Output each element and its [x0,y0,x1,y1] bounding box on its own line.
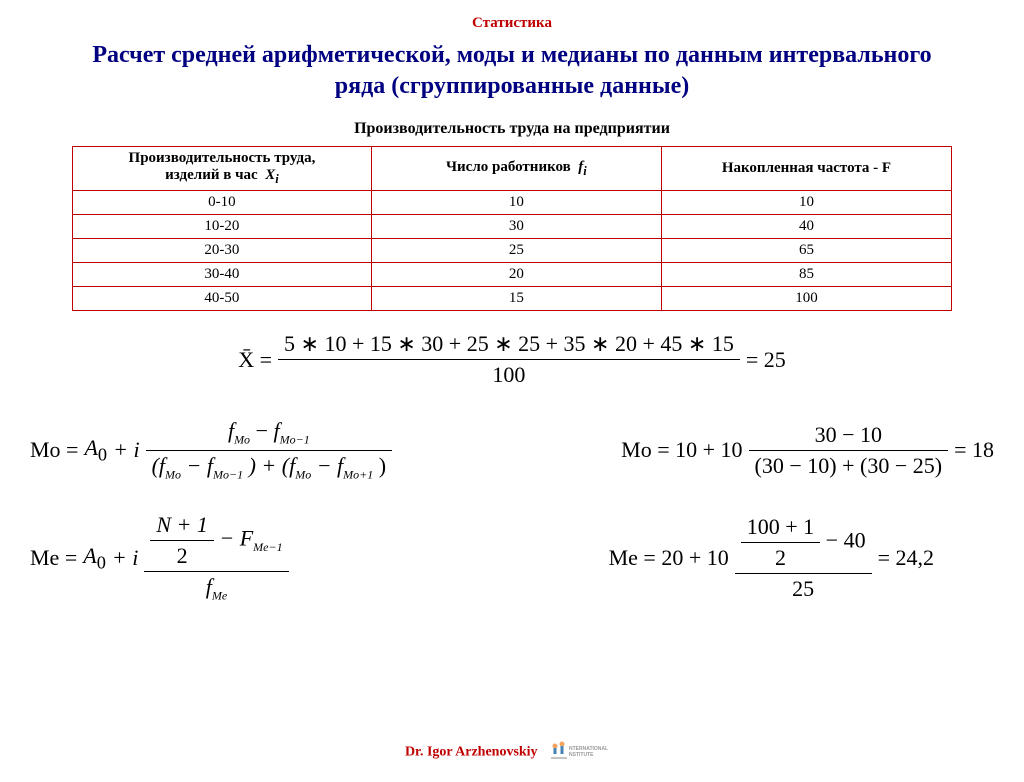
mode-zero: 0 [98,444,107,464]
t: − F [219,526,253,551]
t: 2 [741,543,820,571]
footer: Dr. Igor Arzhenovskiy NTERNATIONAL NSTIT… [0,738,1024,767]
cell: 10 [661,191,951,215]
t: − 40 [826,527,866,552]
mode-plus-i: + i [113,437,139,463]
t: Mo−1 [213,467,243,481]
mode-calc-den: (30 − 10) + (30 − 25) [749,451,949,479]
t: − f [187,453,213,478]
t: 2 [150,541,214,569]
col2-sub: i [583,164,586,178]
t: N + 1 [150,512,214,541]
mode-a: A [84,435,97,460]
t: 25 [735,574,872,602]
col1-var: X [265,167,275,183]
median-calc: Me = 20 + 10 100 + 1 2 − 40 25 = 24,2 [609,514,934,602]
t: + i [112,545,138,571]
mean-lhs: X̄ = [238,347,272,373]
table-row: 0-101010 [73,191,952,215]
table-row: 10-203040 [73,215,952,239]
cell: 40-50 [73,287,372,311]
t: Mo [295,467,311,481]
t: A [83,543,96,568]
cell: 10 [371,191,661,215]
header-small: Статистика [0,15,1024,32]
footer-logo-icon: NTERNATIONAL NSTITUTE [549,738,619,767]
t: (f [152,453,165,478]
table-subtitle: Производительность труда на предприятии [0,120,1024,138]
t: Me [212,589,227,603]
t: Mo [234,433,250,447]
cell: 20 [371,263,661,287]
table-header-row: Производительность труда, изделий в час … [73,147,952,191]
footer-author: Dr. Igor Arzhenovskiy [405,745,538,760]
cell: 65 [661,239,951,263]
col3-label: Накопленная частота - F [661,147,951,191]
col2-label: Число работников [446,159,571,175]
mode-calc-result: = 18 [954,437,994,463]
t: − [256,418,268,443]
t: Mo−1 [280,433,310,447]
table-row: 20-302565 [73,239,952,263]
cell: 15 [371,287,661,311]
cell: 10-20 [73,215,372,239]
mean-result: = 25 [746,347,786,373]
cell: 100 [661,287,951,311]
t: 100 + 1 [741,514,820,543]
median-row: Me = A0 + i N + 1 2 − FMe−1 fMe Me = 20 [30,512,994,603]
t: Me−1 [253,540,282,554]
col1-line1: Производительность труда, [129,150,316,166]
cell: 25 [371,239,661,263]
cell: 30 [371,215,661,239]
t: 0 [97,552,106,572]
data-table: Производительность труда, изделий в час … [72,146,952,311]
t: Mo+1 [343,467,373,481]
mode-lhs: Mo = [30,437,78,463]
t: − f [317,453,343,478]
t: ) + (f [249,453,296,478]
mode-calc: Mo = 10 + 10 30 − 10 (30 − 10) + (30 − 2… [621,422,994,479]
mean-den: 100 [278,360,740,388]
cell: 40 [661,215,951,239]
median-lhs: Me = [30,545,77,571]
col1-line2: изделий в час [165,167,258,183]
col1-sub: i [275,172,278,186]
table-row: 30-402085 [73,263,952,287]
t: ) [379,453,386,478]
page-title: Расчет средней арифметической, моды и ме… [80,40,944,102]
mode-calc-num: 30 − 10 [749,422,949,451]
cell: 30-40 [73,263,372,287]
cell: 85 [661,263,951,287]
t: Mo [165,467,181,481]
cell: 20-30 [73,239,372,263]
median-formula: Me = A0 + i N + 1 2 − FMe−1 fMe [30,512,289,603]
svg-text:NSTITUTE: NSTITUTE [569,752,594,758]
table-row: 40-5015100 [73,287,952,311]
cell: 0-10 [73,191,372,215]
mean-num: 5 ∗ 10 + 15 ∗ 30 + 25 ∗ 25 + 35 ∗ 20 + 4… [278,331,740,360]
median-calc-result: = 24,2 [878,545,934,571]
mode-row: Mo = A0 + i fMo − fMo−1 (fMo − fMo−1 ) +… [30,418,994,482]
mean-formula: X̄ = 5 ∗ 10 + 15 ∗ 30 + 25 ∗ 25 + 35 ∗ 2… [30,331,994,388]
mode-calc-lhs: Mo = 10 + 10 [621,437,742,463]
mode-formula: Mo = A0 + i fMo − fMo−1 (fMo − fMo−1 ) +… [30,418,392,482]
formulas-section: X̄ = 5 ∗ 10 + 15 ∗ 30 + 25 ∗ 25 + 35 ∗ 2… [30,331,994,603]
median-calc-lhs: Me = 20 + 10 [609,545,729,571]
